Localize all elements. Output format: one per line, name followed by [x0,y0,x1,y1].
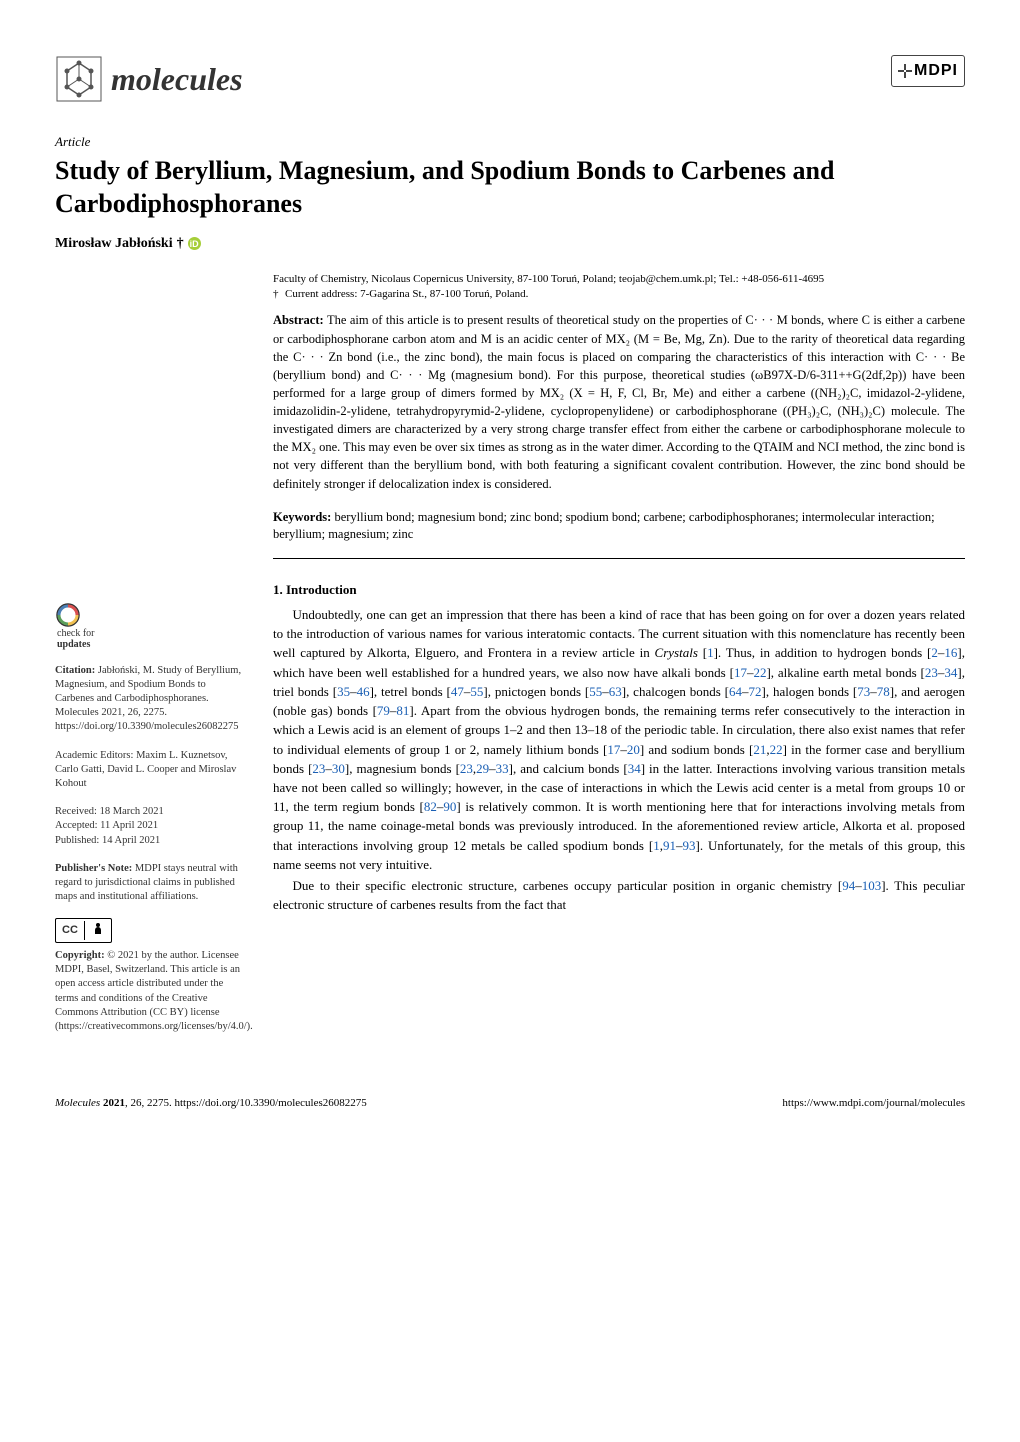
footer-right[interactable]: https://www.mdpi.com/journal/molecules [782,1096,965,1111]
abstract-label: Abstract: [273,313,324,327]
ref-link[interactable]: 17 [607,742,620,757]
author-name: Mirosław Jabłoński [55,234,173,254]
abstract-block: Abstract: The aim of this article is to … [273,311,965,492]
ref-link[interactable]: 17 [734,665,747,680]
keywords-block: Keywords: beryllium bond; magnesium bond… [273,509,965,544]
affiliation-block: Faculty of Chemistry, Nicolaus Copernicu… [273,272,965,302]
body-text-span: ], and calcium bonds [ [509,761,628,776]
editors-block: Academic Editors: Maxim L. Kuznetsov, Ca… [55,749,245,792]
ref-link[interactable]: 23 [925,665,938,680]
ref-link[interactable]: 63 [609,684,622,699]
publisher-note-block: Publisher's Note: MDPI stays neutral wit… [55,862,245,905]
current-address: Current address: 7-Gagarina St., 87-100 … [285,287,528,302]
ref-link[interactable]: 78 [877,684,890,699]
journal-ref-italic: Crystals [655,645,698,660]
ref-link[interactable]: 90 [443,799,456,814]
check-updates-label-2: updates [57,639,94,650]
body-text-span: ], magnesium bonds [ [345,761,460,776]
footer-left: Molecules 2021, 26, 2275. https://doi.or… [55,1096,367,1111]
body-text-span: ]. Thus, in addition to hydrogen bonds [ [714,645,932,660]
body-text-span: ], pnictogen bonds [ [483,684,589,699]
ref-link[interactable]: 34 [944,665,957,680]
keywords-label: Keywords: [273,510,331,524]
publisher-logo-text: MDPI [914,60,958,82]
ref-link[interactable]: 16 [944,645,957,660]
cc-by-badge[interactable]: CC [55,918,112,943]
author-dagger: † [177,234,184,254]
ref-link[interactable]: 72 [749,684,762,699]
ref-link[interactable]: 46 [357,684,370,699]
ref-link[interactable]: 22 [770,742,783,757]
ref-link[interactable]: 79 [377,703,390,718]
ref-link[interactable]: 22 [753,665,766,680]
body-text-span: ], halogen bonds [ [762,684,858,699]
by-icon [85,919,111,942]
ref-link[interactable]: 81 [396,703,409,718]
check-updates-icon [55,602,81,628]
separator [273,558,965,559]
ref-link[interactable]: 21 [753,742,766,757]
main-column: Faculty of Chemistry, Nicolaus Copernicu… [273,272,965,1048]
citation-block: Citation: Jabłoński, M. Study of Berylli… [55,664,245,735]
ref-link[interactable]: 29 [476,761,489,776]
affiliation-line: Faculty of Chemistry, Nicolaus Copernicu… [273,272,965,287]
dates-block: Received: 18 March 2021 Accepted: 11 Apr… [55,805,245,848]
check-updates-label-1: check for [57,628,94,639]
affil-dagger: † [273,287,281,302]
author-line: Mirosław Jabłoński † iD [55,234,965,254]
ref-link[interactable]: 47 [451,684,464,699]
citation-label: Citation: [55,665,95,676]
ref-link[interactable]: 93 [683,838,696,853]
body-text-span: Due to their specific electronic structu… [293,878,843,893]
article-title: Study of Beryllium, Magnesium, and Spodi… [55,155,965,220]
ref-link[interactable]: 23 [460,761,473,776]
page-footer: Molecules 2021, 26, 2275. https://doi.or… [55,1088,965,1111]
orcid-icon[interactable]: iD [188,237,201,250]
ref-link[interactable]: 35 [337,684,350,699]
ref-link[interactable]: 73 [857,684,870,699]
sidebar: check for updates Citation: Jabłoński, M… [55,272,245,1048]
accepted-date: Accepted: 11 April 2021 [55,819,245,833]
ref-link[interactable]: 55 [589,684,602,699]
copyright-text: © 2021 by the author. Licensee MDPI, Bas… [55,950,253,1032]
journal-name: molecules [111,57,243,102]
footer-citation: , 26, 2275. https://doi.org/10.3390/mole… [125,1097,367,1109]
received-date: Received: 18 March 2021 [55,805,245,819]
body-text-span: ], tetrel bonds [ [370,684,451,699]
footer-year: 2021 [103,1097,125,1109]
ref-link[interactable]: 55 [470,684,483,699]
page-header: molecules MDPI [55,55,965,103]
ref-link[interactable]: 34 [628,761,641,776]
publisher-note-label: Publisher's Note: [55,863,132,874]
ref-link[interactable]: 20 [627,742,640,757]
section-1-heading: 1. Introduction [273,581,965,599]
molecules-icon [55,55,103,103]
copyright-label: Copyright: [55,950,105,961]
abstract-text: The aim of this article is to present re… [273,313,965,490]
ref-link[interactable]: 64 [729,684,742,699]
body-text-span: ], alkaline earth metal bonds [ [766,665,924,680]
ref-link[interactable]: 103 [862,878,882,893]
publisher-logo: MDPI [891,55,965,87]
ref-link[interactable]: 33 [496,761,509,776]
ref-link[interactable]: 30 [332,761,345,776]
ref-link[interactable]: 23 [312,761,325,776]
body-text-span: ] and sodium bonds [ [640,742,753,757]
editors-label: Academic Editors: [55,750,133,761]
check-updates-badge[interactable]: check for updates [55,602,245,650]
ref-link[interactable]: 91 [663,838,676,853]
body-text-span: ], chalcogen bonds [ [622,684,729,699]
cc-icon: CC [56,921,85,940]
mdpi-icon [898,64,912,78]
published-date: Published: 14 April 2021 [55,834,245,848]
license-block: CC Copyright: © 2021 by the author. Lice… [55,918,245,1034]
keywords-text: beryllium bond; magnesium bond; zinc bon… [273,510,935,542]
article-type: Article [55,133,965,151]
ref-link[interactable]: 94 [842,878,855,893]
journal-logo: molecules [55,55,243,103]
footer-journal: Molecules [55,1097,103,1109]
body-text-span: [ [698,645,707,660]
ref-link[interactable]: 82 [424,799,437,814]
section-1-body: Undoubtedly, one can get an impression t… [273,605,965,915]
